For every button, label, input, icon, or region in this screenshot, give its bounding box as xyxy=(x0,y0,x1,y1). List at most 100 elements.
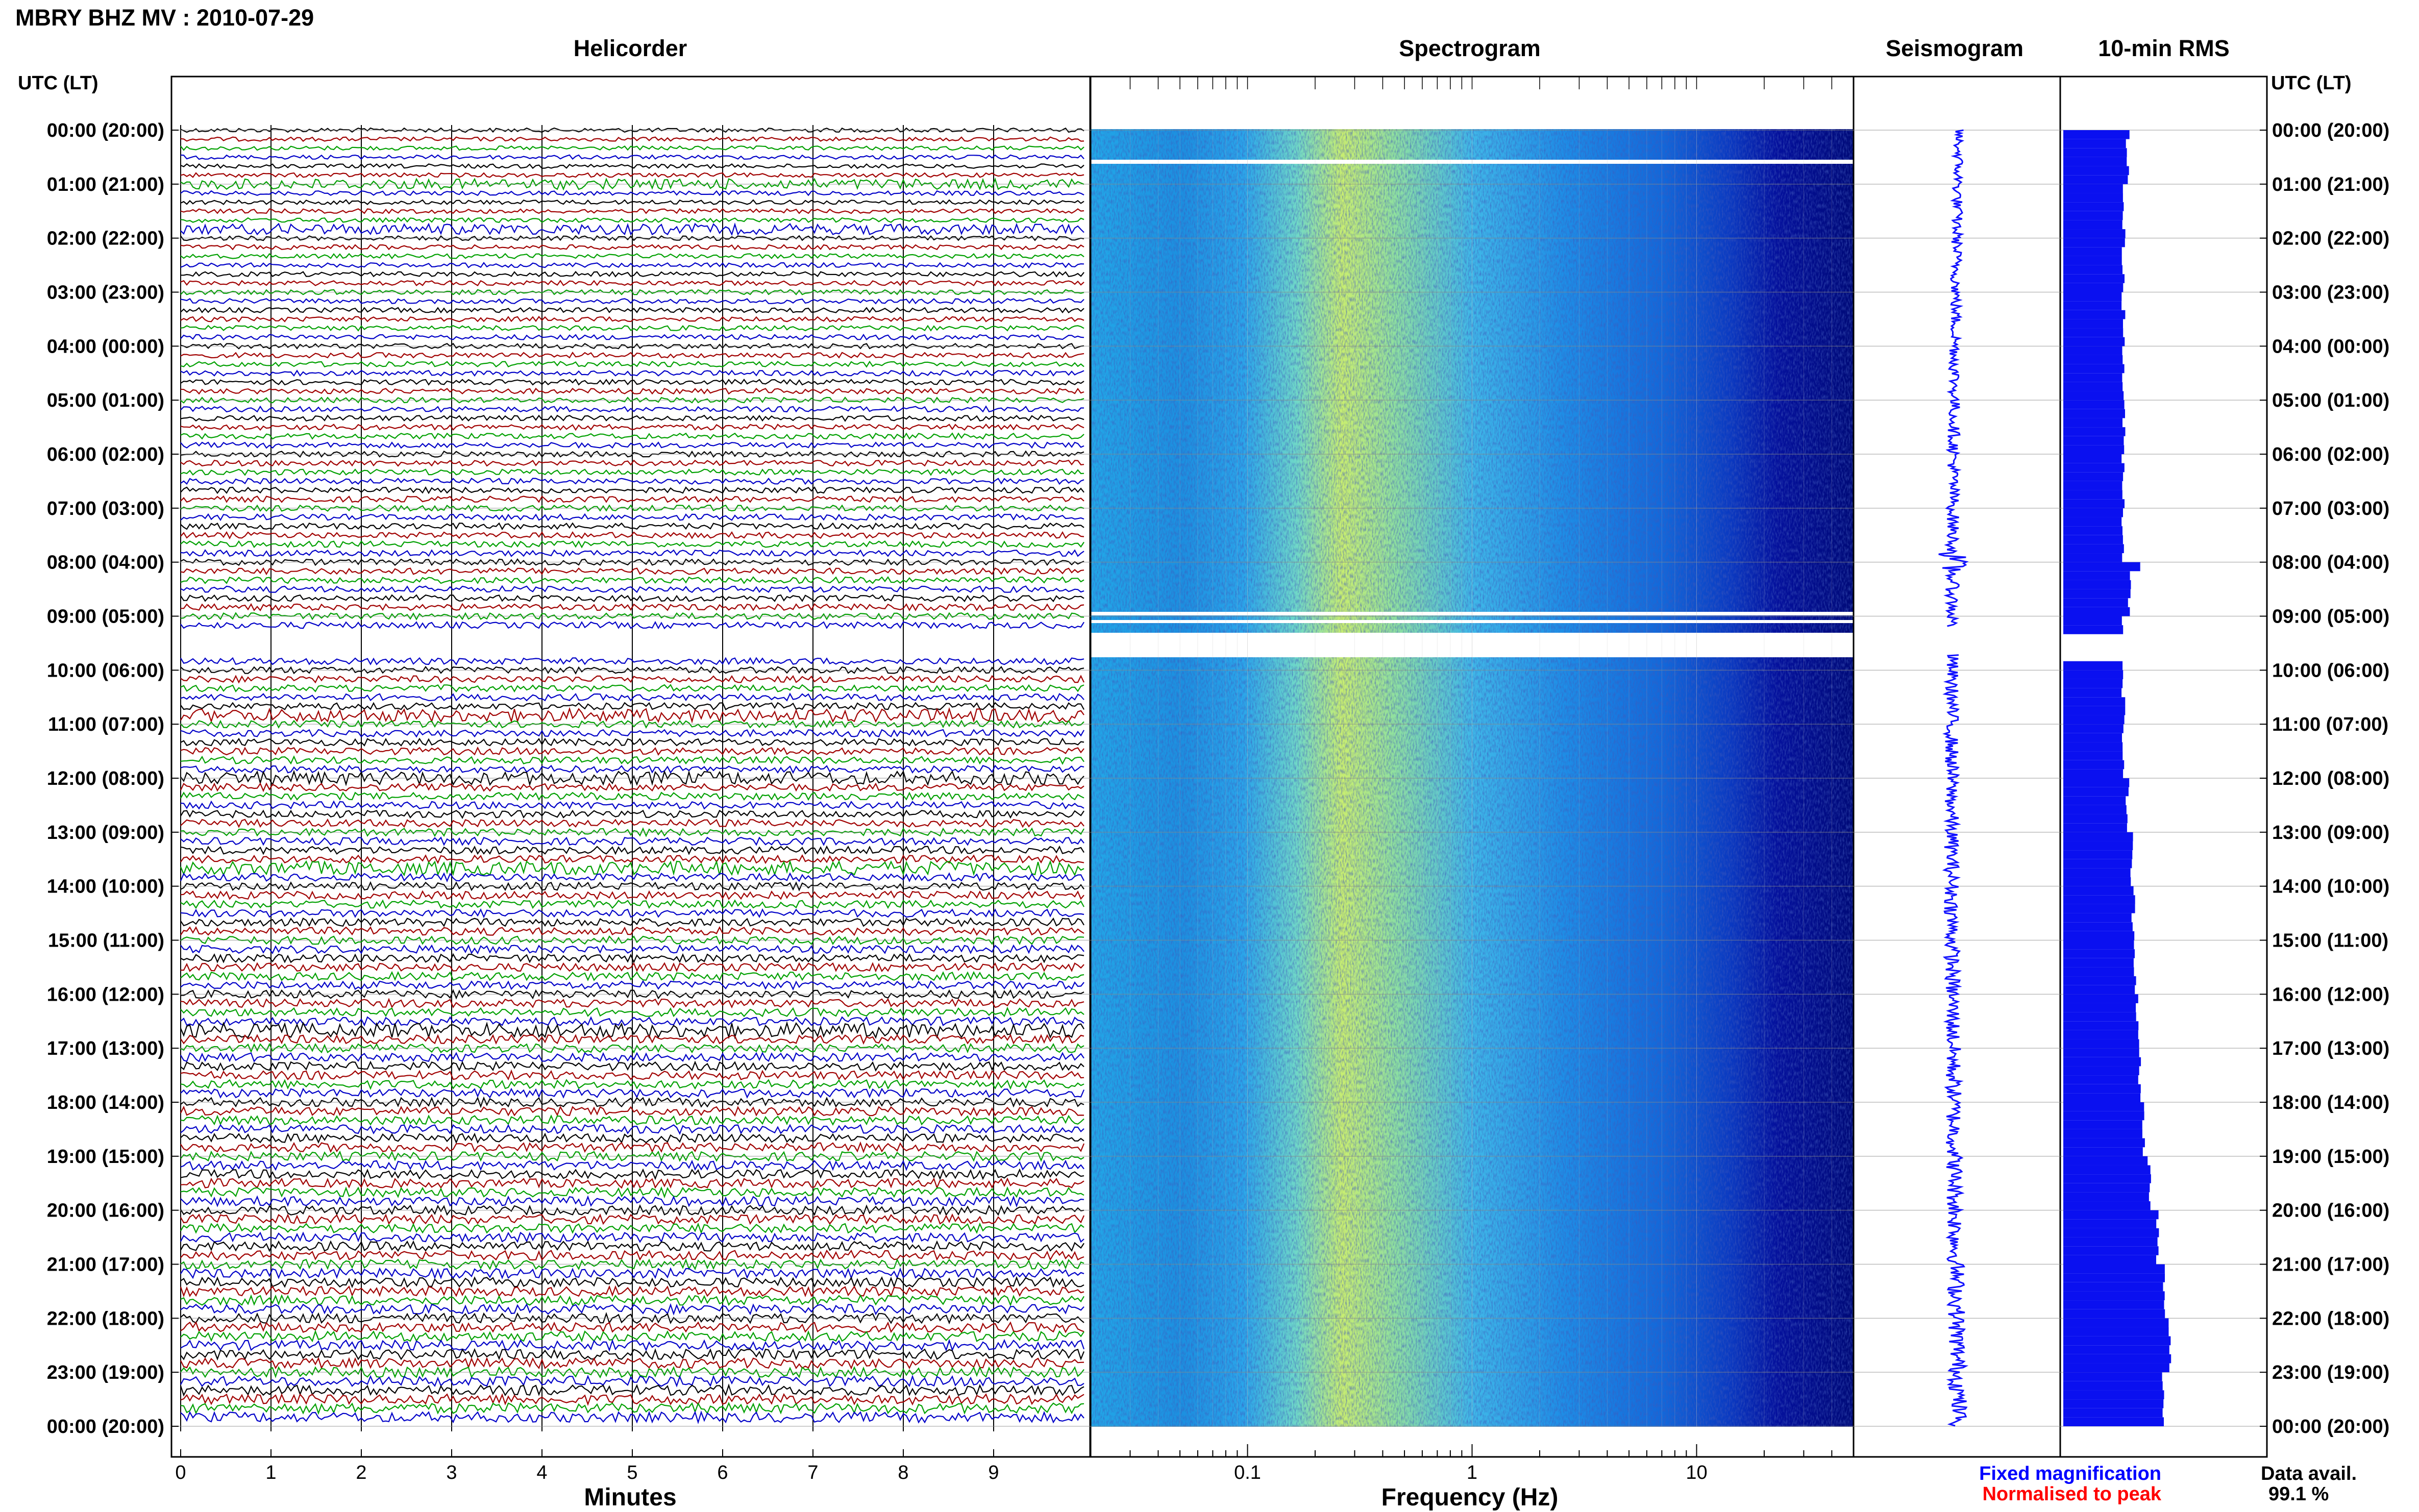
rms-bar xyxy=(2063,310,2126,319)
y-tick-label-right: 19:00 (15:00) xyxy=(2272,1146,2389,1168)
rms-bar xyxy=(2063,769,2124,779)
rms-bar xyxy=(2063,1381,2163,1391)
y-tick-label-right: 21:00 (17:00) xyxy=(2272,1254,2389,1276)
rms-bar xyxy=(2063,778,2130,787)
rms-bar xyxy=(2063,607,2130,616)
rms-bar xyxy=(2063,184,2123,193)
y-tick-label-left: 10:00 (06:00) xyxy=(47,660,164,681)
y-tick-label-right: 08:00 (04:00) xyxy=(2272,552,2389,574)
rms-bar xyxy=(2063,580,2131,589)
rms-bar xyxy=(2063,976,2136,985)
helicorder-trace xyxy=(180,1141,1085,1154)
helicorder-trace xyxy=(180,1222,1084,1234)
helicorder-trace xyxy=(180,244,1084,251)
rms-bar xyxy=(2063,922,2133,931)
y-tick-label-right: 15:00 (11:00) xyxy=(2272,930,2388,952)
helicorder-x-tick-label: 3 xyxy=(446,1462,457,1483)
helicorder-trace xyxy=(180,199,1084,205)
helicorder-trace xyxy=(180,926,1084,936)
helicorder-trace xyxy=(180,809,1084,820)
helicorder-trace xyxy=(180,594,1084,603)
helicorder-trace xyxy=(180,980,1084,991)
rms-bar xyxy=(2063,499,2125,508)
y-tick-label-left: 05:00 (01:00) xyxy=(47,390,164,411)
helicorder-trace xyxy=(180,208,1084,214)
rms-bar xyxy=(2063,238,2125,247)
y-tick-label-right: 10:00 (06:00) xyxy=(2272,660,2389,681)
y-tick-label-left: 11:00 (07:00) xyxy=(48,714,164,735)
y-tick-label-right: 07:00 (03:00) xyxy=(2272,498,2389,519)
rms-bar xyxy=(2063,1327,2169,1336)
helicorder-trace xyxy=(180,478,1084,485)
y-axis-right-labels: 00:00 (20:00) 01:00 (21:00) 02:00 (22:00) 0… xyxy=(2260,120,2389,1437)
y-tick-label-left: 15:00 (11:00) xyxy=(48,930,164,952)
rms-bar xyxy=(2063,1228,2159,1237)
helicorder-trace xyxy=(180,190,1084,196)
helicorder-trace xyxy=(180,1087,1085,1099)
y-axis-left-labels: 00:00 (20:00) 01:00 (21:00) 02:00 (22:00) 0… xyxy=(47,120,179,1437)
rms-bar xyxy=(2063,1165,2151,1175)
y-tick-label-right: 11:00 (07:00) xyxy=(2272,714,2388,735)
y-tick-label-right: 09:00 (05:00) xyxy=(2272,606,2389,628)
helicorder-trace xyxy=(180,468,1084,476)
rms-bar xyxy=(2063,868,2131,878)
rms-bar xyxy=(2063,760,2125,770)
helicorder-trace xyxy=(180,1329,1084,1343)
helicorder-trace xyxy=(180,1150,1084,1162)
helicorder-trace xyxy=(180,1383,1084,1397)
helicorder-trace xyxy=(180,998,1084,1009)
time-header-left: UTC (LT) xyxy=(18,72,98,94)
y-tick-label-left: 21:00 (17:00) xyxy=(47,1254,164,1276)
helicorder-trace xyxy=(180,1402,1084,1415)
rms-bar xyxy=(2063,904,2135,913)
helicorder-trace xyxy=(180,1303,1084,1316)
helicorder-trace xyxy=(180,387,1084,395)
helicorder-trace xyxy=(180,1132,1084,1144)
helicorder-trace xyxy=(180,432,1084,440)
helicorder-trace xyxy=(180,333,1084,341)
spectrogram-xlabel: Frequency (Hz) xyxy=(1381,1484,1559,1511)
helicorder-trace xyxy=(180,962,1084,973)
helicorder-trace xyxy=(180,1021,1084,1039)
helicorder-trace xyxy=(180,917,1084,928)
helicorder-trace xyxy=(180,1204,1084,1217)
rms-bar xyxy=(2063,1039,2139,1049)
helicorder-trace xyxy=(180,325,1084,332)
y-tick-label-left: 03:00 (23:00) xyxy=(47,282,164,304)
helicorder-trace xyxy=(180,770,1084,787)
rms-bar xyxy=(2063,418,2122,428)
rms-bar xyxy=(2063,1273,2165,1282)
rms-bar xyxy=(2063,1093,2141,1103)
rms-bar xyxy=(2063,130,2130,139)
helicorder-trace xyxy=(180,1249,1084,1261)
rms-bar xyxy=(2063,1183,2150,1193)
helicorder-trace xyxy=(180,1096,1084,1108)
spectrogram-title: Spectrogram xyxy=(1399,35,1541,61)
hour-gridlines xyxy=(171,130,2267,1427)
rms-bar xyxy=(2063,373,2122,382)
rms-bar xyxy=(2063,1408,2163,1418)
rms-bar xyxy=(2063,175,2128,184)
y-tick-label-right: 13:00 (09:00) xyxy=(2272,822,2389,844)
y-tick-label-right: 03:00 (23:00) xyxy=(2272,282,2389,304)
rms-bar xyxy=(2063,544,2124,554)
rms-bar xyxy=(2063,1417,2164,1427)
rms-bar xyxy=(2063,1300,2164,1309)
rms-bar xyxy=(2063,1309,2165,1319)
helicorder-trace xyxy=(180,154,1084,160)
helicorder-trace xyxy=(180,405,1084,413)
seismogram-line xyxy=(1938,129,1969,1427)
y-tick-label-left: 18:00 (14:00) xyxy=(47,1092,164,1113)
rms-bar xyxy=(2063,733,2122,742)
rms-bar xyxy=(2063,382,2123,391)
rms-bar xyxy=(2063,1138,2145,1148)
rms-bar xyxy=(2063,553,2122,562)
y-tick-label-right: 16:00 (12:00) xyxy=(2272,984,2389,1005)
y-tick-label-right: 23:00 (19:00) xyxy=(2272,1362,2389,1383)
helicorder-x-tick-label: 4 xyxy=(536,1462,547,1483)
rms-bar xyxy=(2063,1210,2159,1220)
rms-bar xyxy=(2063,688,2122,698)
helicorder-trace xyxy=(180,953,1084,964)
helicorder-trace xyxy=(180,1168,1084,1180)
seismogram-trace xyxy=(1938,129,1969,1427)
